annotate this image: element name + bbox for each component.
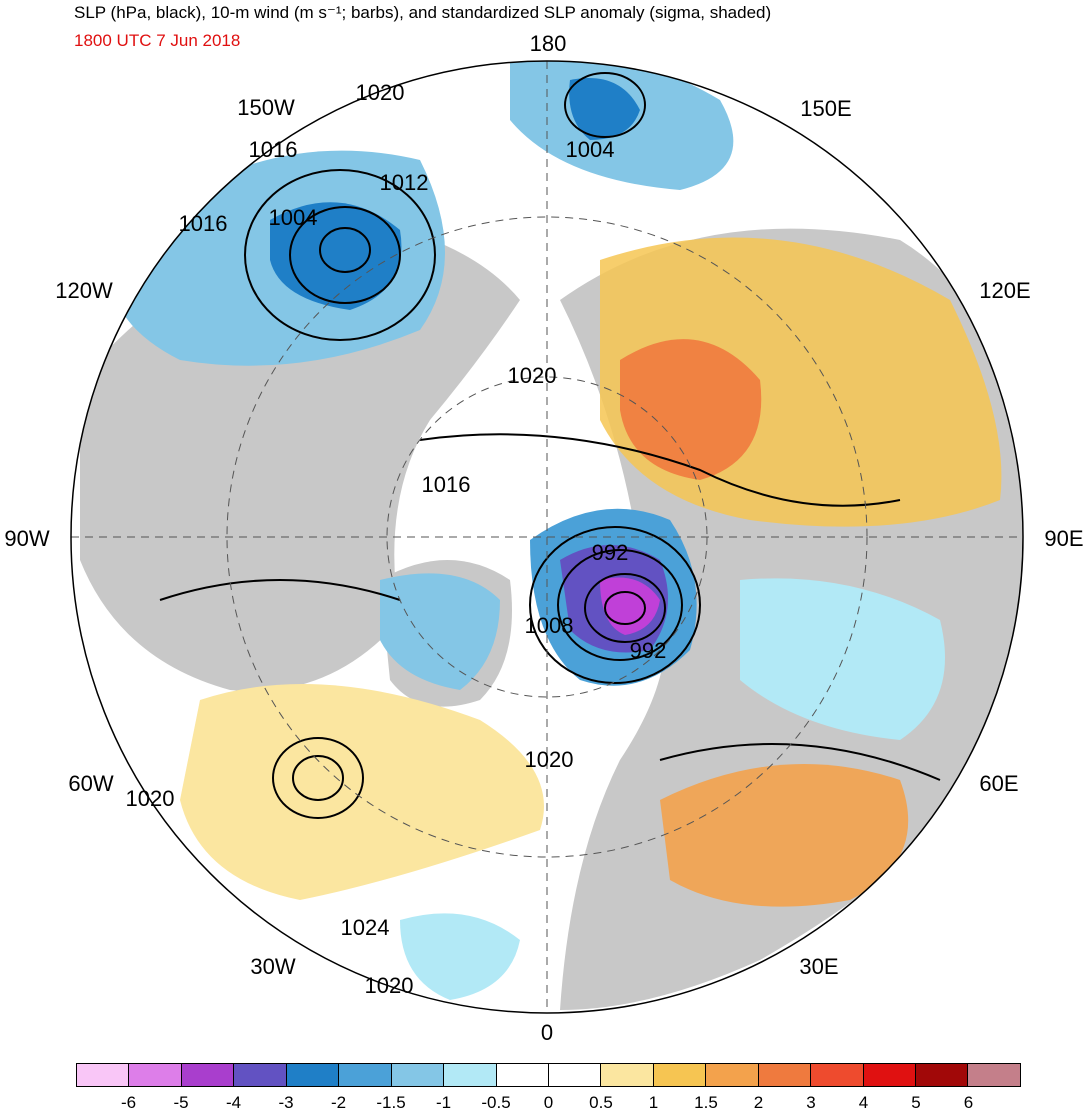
- isobar-label: 1020: [364, 973, 414, 998]
- colorbar-tick-label: 6: [963, 1093, 974, 1112]
- colorbar-tick-label: -5: [173, 1093, 189, 1112]
- anomaly-positive-core: [620, 339, 762, 480]
- anomaly-negative-kara-sea: [740, 578, 945, 740]
- colorbar-cell: [339, 1064, 392, 1086]
- isobar-label: 1020: [355, 80, 405, 105]
- colorbar-cell: [444, 1064, 497, 1086]
- colorbar-cell: [811, 1064, 864, 1086]
- colorbar-tick-label: 5: [911, 1093, 921, 1112]
- isobar-bering-low: [564, 72, 646, 138]
- map-boundary: [70, 60, 1024, 1014]
- isobar-generic-2: [159, 579, 401, 601]
- colorbar-tick-label: -0.5: [481, 1093, 511, 1112]
- colorbar-tick-label: 4: [858, 1093, 869, 1112]
- colorbar-cell: [653, 1064, 707, 1086]
- isobar-arctic-low-4: [529, 526, 701, 684]
- colorbar-cell: [496, 1064, 549, 1086]
- colorbar-cell: [863, 1064, 916, 1086]
- colorbar-tick-label: 0.5: [589, 1093, 613, 1112]
- map-disc: [71, 61, 1023, 1013]
- isobar-alaska-low-2: [289, 206, 401, 304]
- colorbar-cell: [548, 1064, 602, 1086]
- lon-label-60w: 60W: [68, 771, 114, 796]
- isobars: [159, 72, 941, 819]
- anomaly-positive-north-atlantic: [180, 684, 544, 900]
- colorbar-cell: [601, 1064, 654, 1086]
- colorbar-tick-label: 1.5: [694, 1093, 718, 1112]
- colorbar-cell: [286, 1064, 340, 1086]
- anomaly-positive-russia: [660, 764, 909, 907]
- colorbar-tick-label: -6: [120, 1093, 137, 1112]
- isobar-generic-3: [659, 743, 941, 781]
- isobar-label: 1004: [565, 137, 615, 162]
- colorbar-tick-label: -4: [225, 1093, 242, 1112]
- isobar-atlantic-high-1: [292, 755, 344, 801]
- colorbar-tick-label: -1.5: [376, 1093, 406, 1112]
- isobar-arctic-low-3: [557, 549, 683, 661]
- polar-stereographic-map: [70, 60, 1024, 1014]
- colorbar-tick-label: -1: [435, 1093, 452, 1112]
- anomaly-min-center: [600, 577, 660, 635]
- lon-label-60e: 60E: [979, 771, 1019, 796]
- isobar-label: 1020: [507, 363, 557, 388]
- isobar-label: 1020: [524, 747, 574, 772]
- colorbar-cell: [968, 1064, 1020, 1086]
- parallel-70: [386, 376, 708, 698]
- isobar-alaska-low-3: [244, 169, 436, 341]
- isobar-generic-1: [419, 433, 901, 507]
- isobar-arctic-low-2: [584, 573, 666, 643]
- isobar-label: 1016: [421, 472, 471, 497]
- colorbar-cell: [77, 1064, 130, 1086]
- isobar-label: 992: [591, 540, 629, 565]
- colorbar-cell: [129, 1064, 182, 1086]
- colorbar-tick-label: 3: [806, 1093, 816, 1112]
- colorbar-cell: [916, 1064, 969, 1086]
- isobar-label: 1012: [379, 170, 429, 195]
- colorbar-tick-label: 2: [753, 1093, 764, 1112]
- lon-label-90w: 90W: [4, 526, 50, 551]
- isobar-label: 1008: [524, 613, 574, 638]
- lon-label-30w: 30W: [250, 954, 296, 979]
- lon-label-150e: 150E: [800, 96, 852, 121]
- lon-label-150w: 150W: [237, 95, 295, 120]
- graticule: [71, 61, 1023, 1013]
- colorbar-cell: [391, 1064, 445, 1086]
- anomaly-negative-canadian-arctic: [380, 573, 500, 690]
- colorbar-tick-label: -2: [330, 1093, 347, 1112]
- lon-label-120w: 120W: [55, 278, 113, 303]
- colorbar-cell: [234, 1064, 287, 1086]
- isobar-label: 1016: [178, 211, 228, 236]
- isobar-label: 992: [629, 638, 667, 663]
- isobar-label: 1020: [125, 786, 175, 811]
- lon-label-180: 180: [529, 31, 567, 56]
- lon-label-0: 0: [540, 1020, 554, 1045]
- isobar-atlantic-high-2: [272, 737, 364, 819]
- isobar-label: 1016: [248, 137, 298, 162]
- parallel-50: [226, 216, 868, 858]
- figure-title: SLP (hPa, black), 10-m wind (m s⁻¹; barb…: [74, 3, 772, 22]
- colorbar-tick-label: 1: [648, 1093, 659, 1112]
- isobar-label: 1004: [268, 205, 318, 230]
- colorbar-tick-label: 0: [543, 1093, 554, 1112]
- anomaly-negative-uk: [400, 913, 520, 1000]
- colorbar-cell: [181, 1064, 235, 1086]
- lon-label-120e: 120E: [979, 278, 1031, 303]
- colorbar-cell: [706, 1064, 759, 1086]
- anomaly-negative-low-alaska: [270, 202, 402, 310]
- anomaly-negative-bering-core: [569, 78, 640, 140]
- lon-label-30e: 30E: [799, 954, 839, 979]
- colorbar-tick-label: -3: [278, 1093, 294, 1112]
- lon-label-90e: 90E: [1044, 526, 1084, 551]
- isobar-label: 1024: [340, 915, 390, 940]
- valid-time: 1800 UTC 7 Jun 2018: [74, 31, 241, 50]
- colorbar: [76, 1063, 1021, 1087]
- isobar-arctic-low-1: [604, 591, 646, 625]
- isobar-alaska-low-1: [319, 227, 371, 273]
- colorbar-cell: [758, 1064, 812, 1086]
